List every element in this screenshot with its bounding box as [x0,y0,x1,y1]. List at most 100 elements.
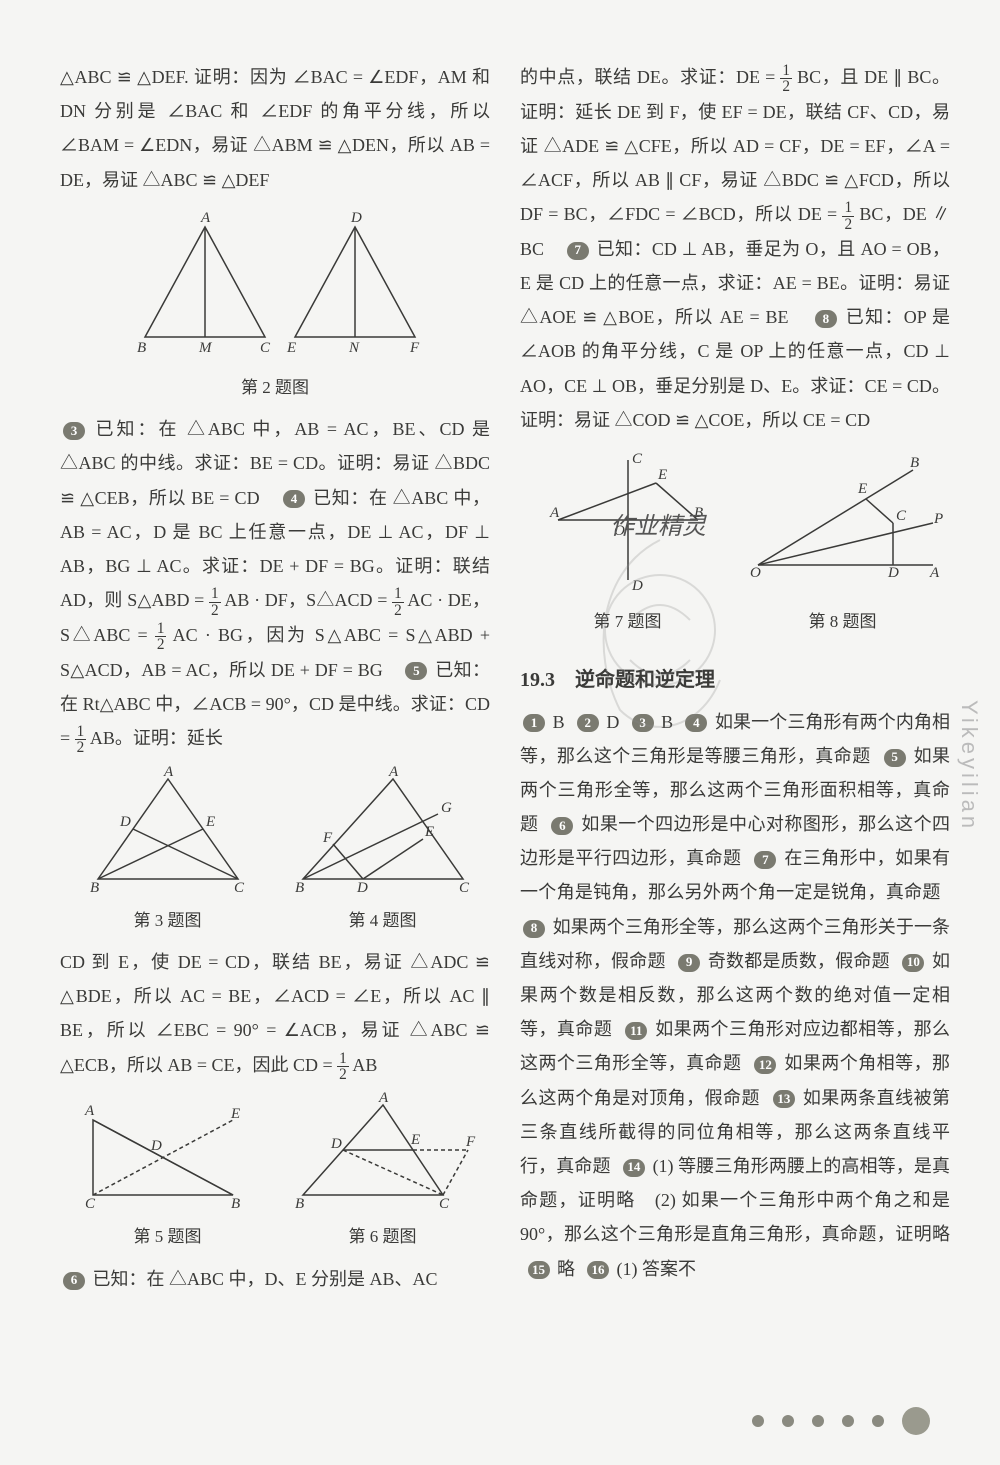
dot-icon [872,1415,884,1427]
svg-text:D: D [350,210,362,226]
side-brand-text: Yikeyilian [948,700,990,832]
badge-a2: 2 [577,714,599,732]
figures-5-6: A C B E D 第 5 题图 A [60,1090,490,1261]
svg-text:M: M [198,340,213,356]
badge-a4: 4 [685,714,707,732]
dot-icon [902,1407,930,1435]
svg-text:P: P [933,511,943,527]
ans-2: D [606,712,619,732]
figure-2: A B M C D E N F [60,207,490,368]
badge-8: 8 [815,310,837,328]
text-5d: AB [352,1055,377,1075]
text-5b: AB。证明：延长 [90,728,223,748]
figure-7-label: 第 7 题图 [520,606,735,638]
text-6: 已知：在 △ABC 中，D、E 分别是 AB、AC [93,1269,438,1289]
dot-icon [842,1415,854,1427]
figure-4-svg: A B D C F E G [283,764,483,894]
svg-text:A: A [388,764,399,780]
svg-text:F: F [409,340,420,356]
svg-text:C: C [896,508,907,524]
frac-half-3: 12 [155,621,167,653]
badge-a5: 5 [884,749,906,767]
footer-dots [752,1407,930,1435]
proof-2: △ABC ≌ △DEF. 证明：因为 ∠BAC = ∠EDF，AM 和 DN 分… [60,60,490,197]
ans-16: (1) 答案不 [617,1259,697,1279]
proof-5-cont: CD 到 E，使 DE = CD，联结 BE，易证 △ADC ≌ △BDE，所以… [60,945,490,1082]
badge-4: 4 [283,490,305,508]
badge-a6: 6 [551,817,573,835]
svg-text:B: B [295,1196,304,1210]
badge-a14: 14 [623,1159,645,1177]
ans-15: 略 [557,1259,575,1279]
frac-half-2: 12 [392,586,404,618]
figure-7-svg: A B C D O E [538,445,718,595]
proof-3-4: 3 已知：在 △ABC 中，AB = AC，BE、CD 是 △ABC 的中线。求… [60,412,490,755]
dot-icon [752,1415,764,1427]
svg-text:D: D [150,1138,162,1154]
two-column-layout: △ABC ≌ △DEF. 证明：因为 ∠BAC = ∠EDF，AM 和 DN 分… [60,60,950,1304]
figure-4-label: 第 4 题图 [275,905,490,937]
badge-a9: 9 [678,954,700,972]
svg-text:E: E [230,1106,240,1122]
dot-icon [812,1415,824,1427]
figure-5-label: 第 5 题图 [60,1221,275,1253]
svg-text:C: C [234,880,245,894]
dot-icon [782,1415,794,1427]
svg-text:B: B [295,880,304,894]
svg-text:B: B [137,340,146,356]
badge-7: 7 [567,242,589,260]
right-column: 的中点，联结 DE。求证：DE = 12 BC，且 DE ∥ BC。证明：延长 … [520,60,950,1304]
svg-text:A: A [929,565,940,581]
svg-text:D: D [356,880,368,894]
text-4b: AB · DF，S△ACD = [224,590,392,610]
figure-3-svg: A B C D E [78,764,258,894]
badge-a15: 15 [528,1261,550,1279]
svg-text:E: E [857,481,867,497]
badge-3: 3 [63,422,85,440]
svg-text:E: E [657,467,667,483]
text-5c: CD 到 E，使 DE = CD，联结 BE，易证 △ADC ≌ △BDE，所以… [60,952,490,1075]
badge-a8: 8 [523,920,545,938]
badge-a16: 16 [587,1261,609,1279]
figure-5-svg: A C B E D [73,1090,263,1210]
svg-text:B: B [910,455,919,471]
svg-text:B: B [90,880,99,894]
badge-a12: 12 [754,1056,776,1074]
svg-text:C: C [439,1196,450,1210]
svg-text:A: A [378,1090,389,1106]
svg-text:A: A [200,210,211,226]
svg-text:D: D [330,1136,342,1152]
frac-half-6: 12 [780,63,792,95]
badge-5: 5 [405,662,427,680]
figure-2-label: 第 2 题图 [60,372,490,404]
svg-text:O: O [750,565,761,581]
svg-text:F: F [465,1134,476,1150]
badge-a1: 1 [523,714,545,732]
text-6b: 的中点，联结 DE。求证：DE = [520,67,780,87]
text-6c: BC，且 DE ∥ BC。证明：延长 DE 到 F，使 EF = DE，联结 C… [520,67,950,224]
answers-19-3: 1 B 2 D 3 B 4 如果一个三角形有两个内角相等，那么这个三角形是等腰三… [520,705,950,1286]
svg-text:A: A [549,505,560,521]
badge-a3: 3 [632,714,654,732]
svg-text:A: A [163,764,174,780]
frac-half-4: 12 [75,724,87,756]
badge-a13: 13 [773,1090,795,1108]
frac-half-5: 12 [337,1051,349,1083]
svg-text:C: C [260,340,271,356]
svg-text:G: G [441,800,452,816]
svg-text:C: C [85,1196,96,1210]
badge-6: 6 [63,1272,85,1290]
figure-2-svg: A B M C D E N F [115,207,435,357]
figure-3-label: 第 3 题图 [60,905,275,937]
svg-text:D: D [119,814,131,830]
svg-text:E: E [410,1132,420,1148]
frac-half-7: 12 [842,200,854,232]
figure-8-label: 第 8 题图 [735,606,950,638]
proof-6-start: 6 已知：在 △ABC 中，D、E 分别是 AB、AC [60,1262,490,1296]
frac-half-1: 12 [209,586,221,618]
svg-text:D: D [887,565,899,581]
svg-text:E: E [424,824,434,840]
figures-7-8: A B C D O E 第 7 题图 [520,445,950,646]
svg-text:E: E [205,814,215,830]
svg-text:B: B [694,505,703,521]
